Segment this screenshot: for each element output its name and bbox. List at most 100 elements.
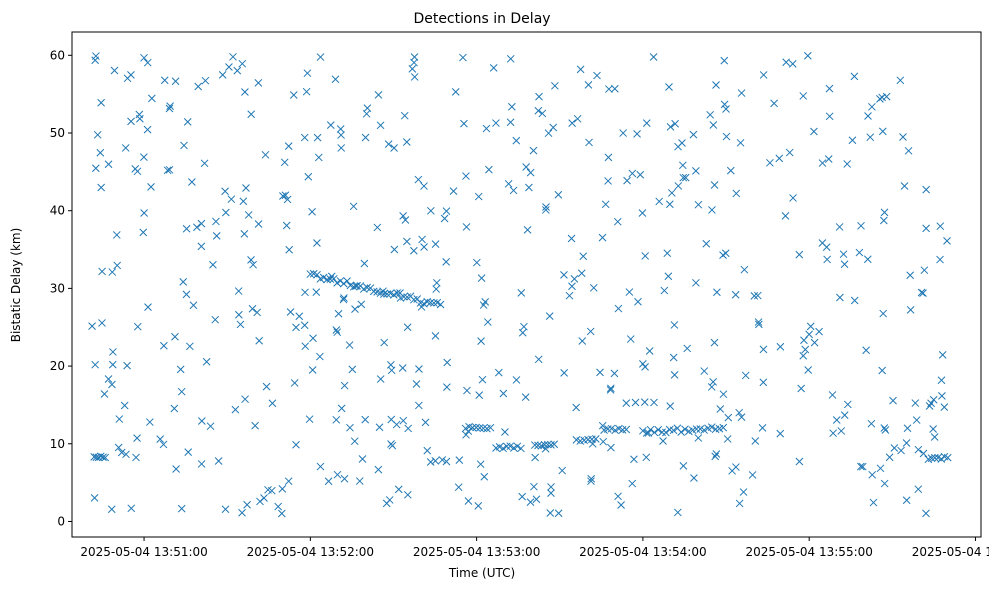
data-point: [312, 288, 321, 296]
data-point: [712, 81, 720, 89]
data-point: [929, 425, 938, 433]
data-point: [825, 112, 834, 121]
data-point: [401, 216, 410, 224]
data-point: [337, 404, 346, 413]
data-point: [649, 53, 658, 61]
data-point: [172, 465, 180, 473]
data-point: [194, 82, 203, 91]
data-point: [426, 298, 435, 307]
data-point: [431, 240, 440, 248]
data-point: [810, 127, 818, 136]
data-point: [326, 275, 335, 283]
data-point: [290, 379, 299, 387]
data-point: [282, 221, 291, 230]
data-point: [362, 109, 371, 118]
data-point: [136, 114, 144, 123]
data-point: [799, 92, 808, 100]
data-point: [316, 53, 325, 61]
data-point: [840, 411, 849, 419]
data-point: [607, 443, 615, 452]
data-point: [867, 419, 876, 428]
data-point: [728, 466, 736, 475]
data-point: [242, 184, 250, 192]
data-point: [234, 287, 243, 295]
data-point: [633, 130, 641, 138]
data-point: [459, 53, 467, 62]
data-point: [159, 440, 168, 449]
data-point: [513, 442, 522, 451]
x-tick-label: 2025-05-04 13:54:00: [579, 545, 706, 559]
data-point: [133, 434, 141, 442]
data-point: [599, 437, 608, 446]
data-point: [430, 299, 438, 307]
data-point: [836, 293, 844, 302]
data-point: [670, 321, 679, 329]
data-point: [305, 415, 314, 424]
data-point: [255, 336, 264, 345]
data-point: [550, 440, 559, 449]
data-point: [131, 164, 140, 173]
data-point: [598, 233, 607, 242]
data-point: [502, 442, 511, 451]
y-tick-label: 50: [50, 126, 65, 140]
data-point: [862, 346, 870, 355]
data-point: [112, 231, 121, 239]
data-point: [531, 453, 539, 462]
data-point: [165, 165, 174, 174]
data-point: [101, 453, 110, 462]
data-point: [878, 127, 887, 136]
data-point: [262, 382, 271, 391]
data-point: [460, 119, 468, 128]
data-point: [92, 453, 101, 462]
data-point: [104, 160, 113, 169]
data-point: [177, 387, 186, 396]
data-point: [96, 452, 105, 461]
data-point: [739, 488, 748, 496]
data-point: [308, 366, 317, 374]
data-point: [943, 236, 951, 245]
data-point: [361, 415, 370, 424]
data-point: [906, 271, 915, 280]
data-point: [719, 423, 728, 432]
data-point: [815, 327, 823, 336]
data-point: [229, 52, 237, 61]
data-point: [626, 335, 635, 343]
data-point: [679, 462, 688, 470]
data-point: [706, 110, 715, 119]
data-point: [193, 223, 201, 232]
data-point: [202, 357, 211, 366]
data-point: [724, 413, 733, 422]
data-point: [659, 437, 667, 445]
data-point: [206, 422, 215, 431]
data-point: [673, 508, 682, 517]
data-point: [518, 328, 527, 337]
data-point: [285, 245, 294, 254]
data-point: [722, 105, 730, 113]
data-point: [170, 404, 179, 413]
data-point: [751, 437, 760, 445]
data-point: [606, 384, 615, 393]
data-point: [543, 440, 552, 449]
data-point: [247, 256, 255, 264]
data-point: [554, 190, 563, 199]
data-point: [759, 378, 768, 387]
data-point: [538, 109, 547, 118]
data-point: [171, 332, 179, 341]
data-point: [139, 228, 148, 237]
data-point: [97, 98, 105, 107]
data-point: [283, 195, 292, 204]
data-point: [619, 129, 628, 137]
data-point: [879, 309, 888, 318]
data-point: [512, 376, 521, 384]
data-point: [707, 423, 716, 431]
data-point: [251, 421, 259, 430]
data-point: [280, 158, 289, 167]
data-point: [346, 423, 354, 432]
data-point: [922, 509, 930, 518]
data-point: [432, 285, 441, 293]
data-point: [864, 112, 872, 120]
data-point: [147, 94, 156, 103]
data-point: [665, 83, 673, 91]
data-point: [658, 428, 666, 437]
data-point: [694, 434, 703, 442]
